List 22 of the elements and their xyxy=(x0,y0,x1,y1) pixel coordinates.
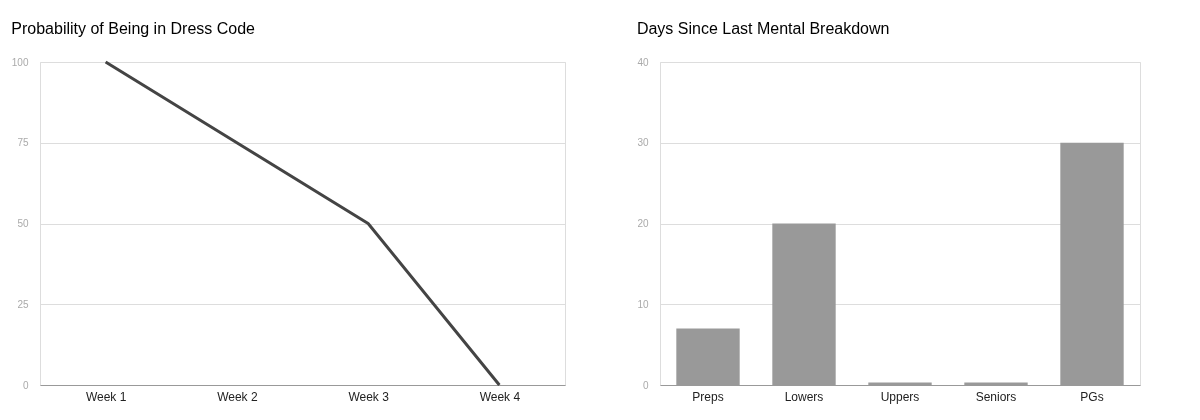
x-tick-label: Week 4 xyxy=(479,389,521,404)
chart-title: Probability of Being in Dress Code xyxy=(11,20,256,37)
x-tick-label: Uppers xyxy=(880,389,920,404)
chart-title: Days Since Last Mental Breakdown xyxy=(636,20,890,37)
y-tick-label: 10 xyxy=(637,298,649,310)
x-tick-label: Week 2 xyxy=(217,389,258,404)
line-series xyxy=(104,60,501,387)
x-tick-label: Week 1 xyxy=(85,389,127,404)
y-tick-label: 40 xyxy=(637,56,649,68)
x-tick-label: Preps xyxy=(692,389,724,404)
y-tick-label: 75 xyxy=(17,137,29,149)
x-tick-label: Seniors xyxy=(975,389,1017,404)
y-tick-label: 50 xyxy=(17,218,29,229)
y-tick-label: 20 xyxy=(637,218,649,229)
y-tick-label: 30 xyxy=(637,137,649,149)
x-tick-label: PGs xyxy=(1080,389,1104,404)
y-tick-label: 0 xyxy=(22,379,29,391)
x-tick-label: Week 3 xyxy=(348,389,390,404)
x-tick-label: Lowers xyxy=(784,389,824,404)
y-tick-label: 100 xyxy=(11,56,29,68)
y-tick-label: 25 xyxy=(17,298,29,310)
y-tick-label: 0 xyxy=(642,379,649,391)
